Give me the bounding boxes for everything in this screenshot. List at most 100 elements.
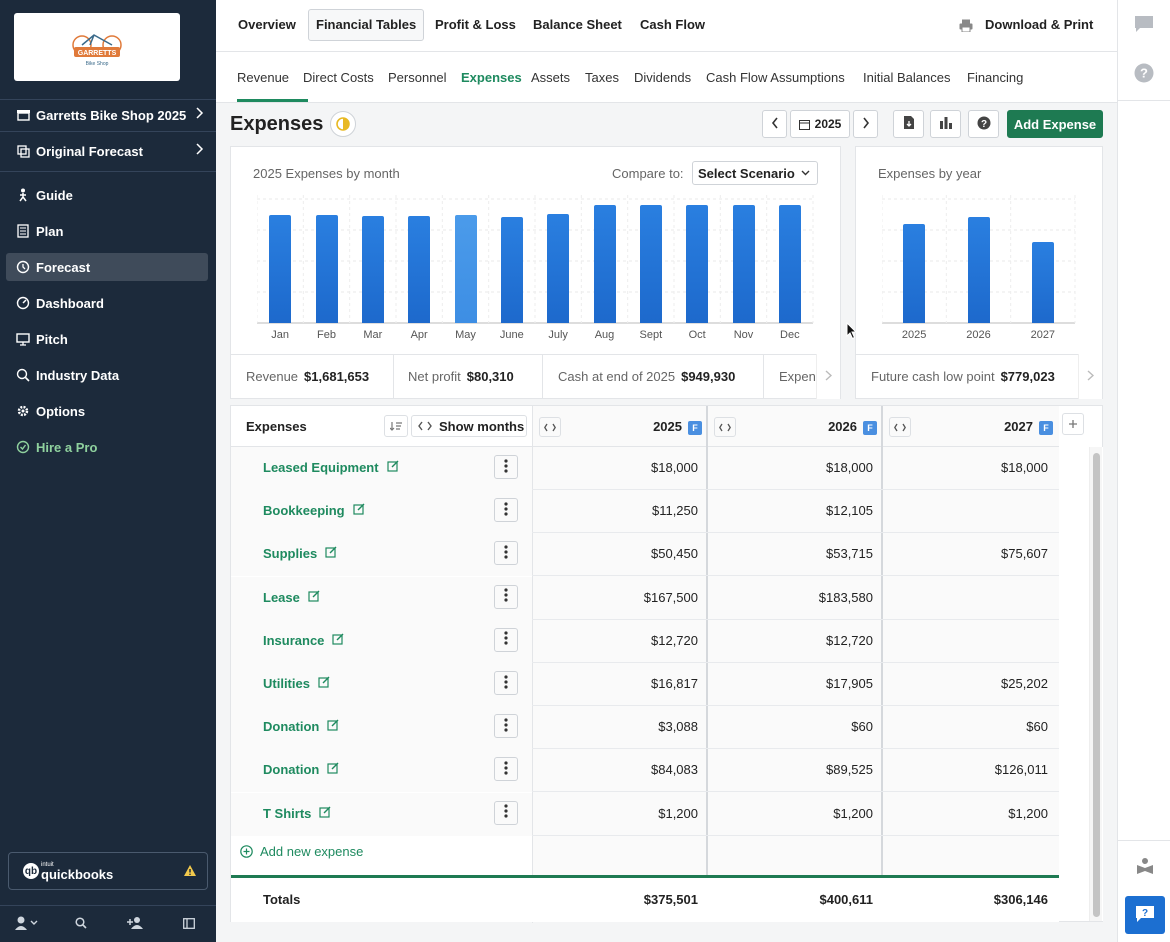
tab-dividends[interactable]: Dividends (634, 70, 692, 85)
tab-financing[interactable]: Financing (967, 70, 1024, 85)
value-cell-2027[interactable]: $25,202 (1001, 676, 1048, 691)
value-cell-2027[interactable]: $1,200 (1008, 805, 1048, 821)
chart-bar[interactable] (408, 215, 431, 323)
tab-personnel[interactable]: Personnel (388, 70, 447, 85)
row-options-button[interactable] (494, 757, 518, 782)
expand-column-icon[interactable] (889, 417, 911, 437)
expand-column-icon[interactable] (539, 417, 561, 437)
collapse-sidebar-button[interactable] (162, 906, 216, 942)
chat-support-button[interactable]: ? (1125, 896, 1165, 934)
edit-icon[interactable] (353, 503, 365, 518)
kpi-scroll-right-button[interactable] (1078, 354, 1102, 399)
quickbooks-connection[interactable]: qb intuit quickbooks (8, 852, 208, 890)
value-cell-2025[interactable]: $3,088 (658, 719, 698, 735)
edit-icon[interactable] (318, 676, 330, 691)
value-cell-2026[interactable]: $1,200 (833, 805, 873, 821)
add-new-expense-link[interactable]: Add new expense (240, 844, 363, 859)
row-options-button[interactable] (494, 714, 518, 739)
download-print-button[interactable]: Download & Print (952, 9, 1100, 41)
tab-expenses[interactable]: Expenses (461, 70, 522, 85)
company-selector[interactable]: Garretts Bike Shop 2025 (6, 100, 208, 130)
expense-name-link[interactable]: Leased Equipment (263, 460, 399, 475)
chart-bar[interactable] (732, 205, 755, 323)
value-cell-2027[interactable]: $60 (1026, 719, 1048, 735)
value-cell-2027[interactable]: $75,607 (1001, 546, 1048, 562)
chart-bar[interactable] (639, 205, 662, 323)
sort-button[interactable] (384, 415, 408, 437)
row-options-button[interactable] (494, 541, 518, 566)
value-cell-2025[interactable]: $16,817 (651, 676, 698, 691)
value-cell-2025[interactable]: $50,450 (651, 546, 698, 562)
value-cell-2025[interactable]: $12,720 (651, 632, 698, 648)
tab-cash-flow-assumptions[interactable]: Cash Flow Assumptions (706, 70, 845, 85)
show-months-button[interactable]: Show months (411, 415, 527, 437)
add-column-button[interactable] (1062, 413, 1084, 435)
value-cell-2026[interactable]: $60 (851, 719, 873, 735)
row-options-button[interactable] (494, 455, 518, 479)
tab-assets[interactable]: Assets (531, 70, 571, 85)
expense-name-link[interactable]: Bookkeeping (263, 503, 365, 518)
forecast-status-icon[interactable] (330, 111, 356, 137)
forecast-selector[interactable]: Original Forecast (6, 136, 208, 166)
sidebar-item-hire-pro[interactable]: Hire a Pro (6, 433, 208, 461)
edit-icon[interactable] (327, 762, 339, 777)
chart-toggle-button[interactable] (930, 110, 961, 138)
chart-bar[interactable] (593, 205, 616, 323)
chart-bar[interactable] (269, 214, 292, 323)
value-cell-2025[interactable]: $1,200 (658, 805, 698, 821)
tab-financial-tables[interactable]: Financial Tables (308, 9, 425, 41)
expense-name-link[interactable]: Utilities (263, 676, 330, 691)
value-cell-2025[interactable]: $11,250 (651, 503, 698, 519)
sidebar-item-guide[interactable]: Guide (6, 181, 208, 209)
learning-button[interactable] (1136, 857, 1154, 878)
value-cell-2026[interactable]: $183,580 (818, 589, 873, 605)
chart-bar[interactable] (903, 223, 926, 323)
next-year-button[interactable] (853, 110, 878, 138)
value-cell-2027[interactable]: $18,000 (1001, 460, 1048, 475)
kpi-scroll-right-button[interactable] (816, 354, 840, 399)
expense-name-link[interactable]: T Shirts (263, 806, 331, 821)
value-cell-2025[interactable]: $84,083 (651, 762, 698, 778)
row-options-button[interactable] (494, 671, 518, 695)
expense-name-link[interactable]: Supplies (263, 546, 337, 561)
value-cell-2026[interactable]: $53,715 (826, 546, 873, 562)
chart-bar[interactable] (315, 215, 338, 323)
chart-bar[interactable] (1031, 242, 1054, 323)
tab-initial-balances[interactable]: Initial Balances (863, 70, 951, 85)
chart-bar[interactable] (967, 217, 990, 323)
tab-revenue[interactable]: Revenue (237, 70, 290, 85)
edit-icon[interactable] (332, 633, 344, 648)
row-options-button[interactable] (494, 800, 518, 825)
value-cell-2025[interactable]: $167,500 (643, 589, 698, 605)
chart-bar[interactable] (547, 214, 570, 323)
user-menu-button[interactable] (0, 906, 54, 942)
chart-bar[interactable] (361, 215, 384, 323)
vertical-scrollbar[interactable] (1089, 447, 1102, 921)
scrollbar-thumb[interactable] (1093, 453, 1100, 917)
scenario-select[interactable]: Select Scenario (692, 161, 818, 185)
edit-icon[interactable] (325, 546, 337, 561)
help-center-button[interactable]: ? (1134, 63, 1154, 86)
tab-direct-costs[interactable]: Direct Costs (303, 70, 374, 85)
value-cell-2026[interactable]: $12,105 (826, 503, 873, 519)
company-logo[interactable]: GARRETTS Bike Shop (14, 13, 180, 81)
add-expense-button[interactable]: Add Expense (1007, 110, 1103, 138)
comments-button[interactable] (1134, 15, 1154, 36)
tab-cash-flow[interactable]: Cash Flow (640, 17, 706, 32)
tab-profit-loss[interactable]: Profit & Loss (435, 17, 516, 32)
value-cell-2025[interactable]: $18,000 (651, 460, 698, 475)
sidebar-item-industry-data[interactable]: Industry Data (6, 361, 208, 389)
prev-year-button[interactable] (762, 110, 787, 138)
sidebar-item-plan[interactable]: Plan (6, 217, 208, 245)
sidebar-item-forecast[interactable]: Forecast (6, 253, 208, 281)
chart-bar[interactable] (686, 205, 709, 323)
row-options-button[interactable] (494, 584, 518, 609)
value-cell-2026[interactable]: $17,905 (826, 676, 873, 691)
sidebar-item-dashboard[interactable]: Dashboard (6, 289, 208, 317)
expense-name-link[interactable]: Donation (263, 719, 339, 734)
tab-taxes[interactable]: Taxes (585, 70, 619, 85)
value-cell-2026[interactable]: $12,720 (826, 632, 873, 648)
tab-overview[interactable]: Overview (238, 17, 296, 32)
expense-name-link[interactable]: Lease (263, 590, 320, 605)
chart-bar[interactable] (454, 214, 477, 323)
